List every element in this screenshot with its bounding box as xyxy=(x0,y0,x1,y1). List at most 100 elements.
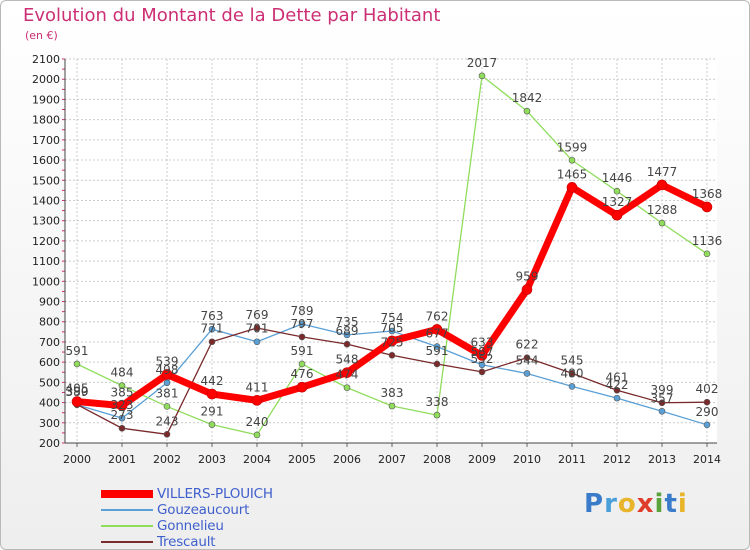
data-label: 763 xyxy=(201,309,224,323)
data-label: 385 xyxy=(111,386,134,400)
data-label: 1446 xyxy=(602,171,633,185)
data-point xyxy=(613,386,621,394)
y-tick-label: 2000 xyxy=(32,73,60,86)
data-point xyxy=(611,209,623,221)
data-label: 552 xyxy=(471,352,494,366)
data-point xyxy=(161,369,173,380)
data-label: 474 xyxy=(336,368,359,382)
data-label: 411 xyxy=(246,380,269,394)
data-label: 689 xyxy=(336,324,359,338)
data-point xyxy=(343,384,351,391)
data-point xyxy=(433,411,441,419)
data-point xyxy=(388,327,396,335)
data-label: 389 xyxy=(66,385,89,399)
x-tick-label: 2006 xyxy=(333,453,361,466)
data-label: 762 xyxy=(426,309,449,323)
data-point xyxy=(478,368,486,376)
data-point xyxy=(568,156,576,164)
logo-letter: o xyxy=(617,489,637,519)
data-point xyxy=(566,182,578,193)
data-label: 357 xyxy=(651,391,674,405)
x-tick-label: 2005 xyxy=(288,453,316,466)
data-point xyxy=(343,331,351,339)
data-point xyxy=(658,399,666,407)
data-point xyxy=(703,421,711,429)
data-label: 797 xyxy=(291,317,314,331)
y-tick-label: 800 xyxy=(39,316,60,329)
data-point xyxy=(658,407,666,415)
data-point xyxy=(613,394,621,402)
data-label: 461 xyxy=(606,370,629,384)
data-point xyxy=(163,431,171,438)
data-point xyxy=(521,284,533,295)
legend-label: Gonnelieu xyxy=(157,518,224,534)
data-point xyxy=(163,403,171,410)
data-label: 2017 xyxy=(467,56,498,70)
data-point xyxy=(298,360,306,368)
data-label: 402 xyxy=(696,382,719,396)
data-point xyxy=(116,400,128,411)
data-point xyxy=(206,388,218,400)
x-tick-label: 2014 xyxy=(693,453,721,466)
data-label: 240 xyxy=(246,415,269,429)
x-tick-label: 2000 xyxy=(63,453,91,466)
data-label: 544 xyxy=(516,353,539,367)
data-label: 399 xyxy=(651,383,674,397)
data-point xyxy=(163,379,171,387)
data-label: 1477 xyxy=(647,165,678,179)
legend-label: Trescault xyxy=(157,534,216,550)
y-tick-label: 500 xyxy=(39,376,60,389)
data-label: 1327 xyxy=(602,195,633,209)
y-tick-label: 900 xyxy=(39,296,60,309)
data-point xyxy=(703,398,711,406)
y-tick-label: 1900 xyxy=(32,93,60,106)
data-label: 771 xyxy=(201,322,224,336)
data-label: 383 xyxy=(381,386,404,400)
data-label: 548 xyxy=(336,353,359,367)
data-label: 291 xyxy=(201,405,224,419)
x-tick-label: 2013 xyxy=(648,453,676,466)
data-point xyxy=(73,360,81,368)
x-tick-label: 2012 xyxy=(603,453,631,466)
data-label: 1842 xyxy=(512,91,543,105)
data-label: 323 xyxy=(111,398,134,412)
data-label: 591 xyxy=(291,344,314,358)
data-label: 338 xyxy=(426,395,449,409)
data-point xyxy=(658,219,666,227)
y-tick-label: 1400 xyxy=(32,194,60,207)
data-point xyxy=(568,369,576,377)
y-axis-unit: (en €) xyxy=(25,29,58,42)
data-point xyxy=(388,402,396,410)
data-label: 633 xyxy=(471,335,494,349)
y-tick-label: 1800 xyxy=(32,114,60,127)
data-point xyxy=(208,325,216,333)
logo-letter: r xyxy=(604,489,618,519)
data-point xyxy=(208,421,216,428)
data-point xyxy=(701,201,713,213)
x-tick-label: 2008 xyxy=(423,453,451,466)
data-label: 591 xyxy=(426,344,449,358)
legend-label: VILLERS-PLOUICH xyxy=(157,486,273,502)
x-tick-label: 2007 xyxy=(378,453,406,466)
logo-letter: i xyxy=(677,489,688,519)
data-point xyxy=(251,395,263,406)
y-tick-label: 600 xyxy=(39,356,60,369)
x-tick-label: 2011 xyxy=(558,453,586,466)
data-label: 1288 xyxy=(647,203,678,217)
data-point xyxy=(296,381,308,393)
legend-swatch xyxy=(101,490,153,498)
data-label: 381 xyxy=(156,386,179,400)
y-tick-label: 1500 xyxy=(32,174,60,187)
data-label: 677 xyxy=(426,327,449,341)
logo-letter: x xyxy=(636,489,655,519)
data-label: 725 xyxy=(381,335,404,349)
data-label: 591 xyxy=(66,344,89,358)
x-tick-label: 2009 xyxy=(468,453,496,466)
data-label: 769 xyxy=(246,308,269,322)
y-tick-label: 1200 xyxy=(32,235,60,248)
data-point xyxy=(568,383,576,390)
data-point xyxy=(478,361,486,369)
data-point xyxy=(656,179,668,191)
y-tick-label: 1700 xyxy=(32,134,60,147)
y-tick-label: 1300 xyxy=(32,215,60,228)
